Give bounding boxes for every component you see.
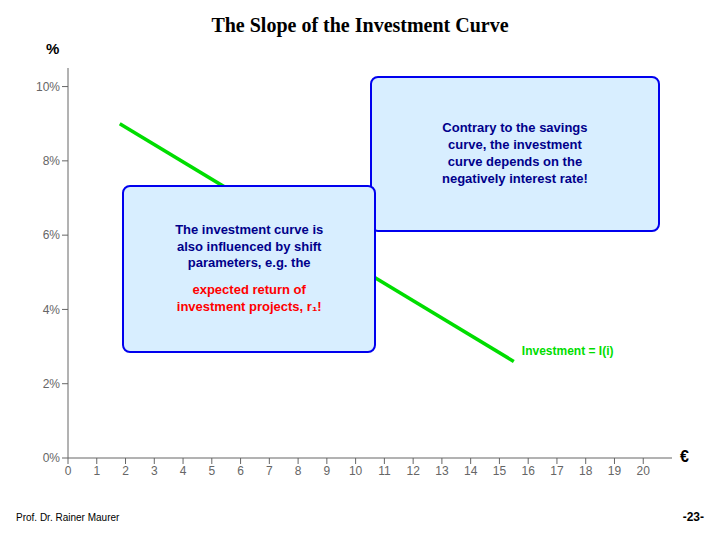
svg-text:18: 18 bbox=[579, 464, 593, 478]
svg-text:2%: 2% bbox=[43, 377, 61, 391]
svg-text:6: 6 bbox=[237, 464, 244, 478]
svg-text:5: 5 bbox=[208, 464, 215, 478]
svg-text:8: 8 bbox=[295, 464, 302, 478]
svg-text:17: 17 bbox=[550, 464, 564, 478]
svg-text:6%: 6% bbox=[43, 228, 61, 242]
svg-text:10%: 10% bbox=[36, 80, 60, 94]
svg-text:0%: 0% bbox=[43, 451, 61, 465]
svg-text:9: 9 bbox=[324, 464, 331, 478]
svg-text:7: 7 bbox=[266, 464, 273, 478]
svg-text:10: 10 bbox=[349, 464, 363, 478]
svg-text:4%: 4% bbox=[43, 303, 61, 317]
svg-text:16: 16 bbox=[522, 464, 536, 478]
svg-text:4: 4 bbox=[180, 464, 187, 478]
html-text:The investment curve is also i: The investment curve is also influenced … bbox=[175, 221, 324, 271]
html-text:Contrary to the savings curve,: Contrary to the savings curve, the inves… bbox=[442, 120, 588, 186]
svg-text:3: 3 bbox=[151, 464, 158, 478]
svg-text:Investment = I(i): Investment = I(i) bbox=[522, 344, 614, 358]
svg-text:19: 19 bbox=[608, 464, 622, 478]
html-text:expected return of investment: expected return of investment projects, … bbox=[176, 282, 322, 315]
svg-text:1: 1 bbox=[93, 464, 100, 478]
svg-text:14: 14 bbox=[464, 464, 478, 478]
svg-text:20: 20 bbox=[637, 464, 651, 478]
svg-text:13: 13 bbox=[435, 464, 449, 478]
svg-text:2: 2 bbox=[122, 464, 129, 478]
html-text:Prof. Dr. Rainer Maurer: Prof. Dr. Rainer Maurer bbox=[16, 512, 120, 523]
svg-text:0: 0 bbox=[65, 464, 72, 478]
html-text:The Slope of the Investment Cu: The Slope of the Investment Curve bbox=[211, 14, 509, 36]
svg-text:8%: 8% bbox=[43, 154, 61, 168]
svg-text:11: 11 bbox=[378, 464, 391, 478]
svg-text:15: 15 bbox=[493, 464, 507, 478]
html-text:-23-: -23- bbox=[682, 510, 704, 524]
svg-text:12: 12 bbox=[406, 464, 420, 478]
